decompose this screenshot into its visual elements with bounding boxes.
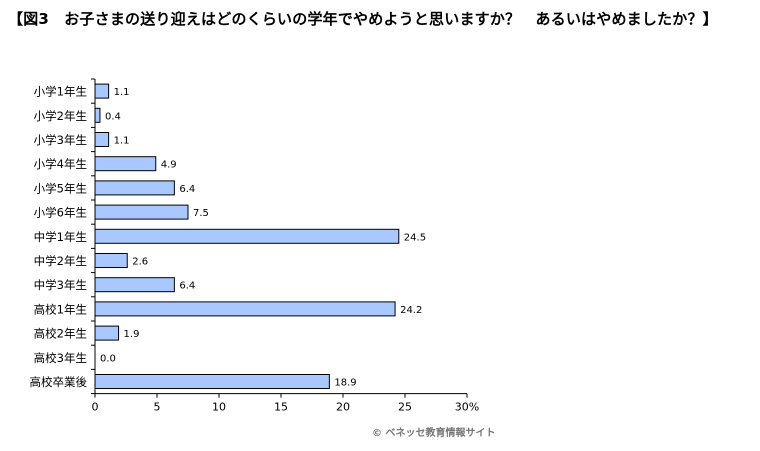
x-tick-label: 0 bbox=[92, 401, 99, 414]
category-label: 高校1年生 bbox=[34, 302, 87, 316]
value-label: 1.1 bbox=[114, 87, 130, 98]
category-label: 高校3年生 bbox=[34, 351, 87, 365]
value-label: 1.1 bbox=[114, 136, 130, 147]
bar bbox=[94, 301, 396, 317]
category-label: 高校卒業後 bbox=[30, 375, 88, 389]
x-tick-label: 25 bbox=[398, 401, 412, 414]
bar bbox=[94, 156, 157, 172]
bar bbox=[94, 253, 128, 268]
value-label: 0.4 bbox=[105, 111, 121, 122]
bar bbox=[94, 325, 120, 341]
category-label: 中学1年生 bbox=[34, 230, 87, 244]
bar bbox=[94, 228, 400, 244]
bar bbox=[94, 374, 330, 389]
value-label: 1.9 bbox=[124, 329, 140, 340]
x-tick-label: 15 bbox=[274, 401, 288, 414]
bar bbox=[94, 180, 175, 196]
category-label: 小学5年生 bbox=[34, 181, 87, 195]
value-label: 24.2 bbox=[400, 305, 422, 316]
value-label: 0.0 bbox=[100, 353, 116, 364]
bar bbox=[94, 277, 175, 293]
bar bbox=[94, 204, 189, 220]
value-label: 6.4 bbox=[179, 184, 195, 195]
x-tick-label: 30% bbox=[455, 401, 479, 414]
category-label: 小学3年生 bbox=[34, 133, 87, 147]
category-label: 中学3年生 bbox=[34, 278, 87, 292]
category-label: 小学6年生 bbox=[34, 206, 87, 220]
category-label: 高校2年生 bbox=[34, 327, 87, 341]
x-tick-label: 5 bbox=[154, 401, 161, 414]
value-label: 18.9 bbox=[334, 378, 356, 389]
value-label: 2.6 bbox=[132, 257, 148, 268]
x-tick-label: 10 bbox=[212, 401, 226, 414]
value-label: 7.5 bbox=[193, 208, 209, 219]
category-label: 中学2年生 bbox=[34, 254, 87, 268]
value-label: 4.9 bbox=[161, 160, 177, 171]
copyright-text: © ベネッセ教育情報サイト bbox=[372, 428, 496, 439]
bar bbox=[94, 83, 110, 99]
x-tick-label: 20 bbox=[336, 401, 350, 414]
category-label: 小学1年生 bbox=[34, 85, 87, 99]
category-label: 小学4年生 bbox=[34, 157, 87, 171]
value-label: 6.4 bbox=[179, 281, 195, 292]
value-label: 24.5 bbox=[404, 232, 426, 243]
chart-title: 【図3 お子さまの送り迎えはどのくらいの学年でやめようと思いますか？ あるいはや… bbox=[8, 10, 718, 28]
bar bbox=[94, 107, 101, 123]
category-label: 小学2年生 bbox=[34, 109, 87, 123]
bar bbox=[94, 132, 110, 147]
